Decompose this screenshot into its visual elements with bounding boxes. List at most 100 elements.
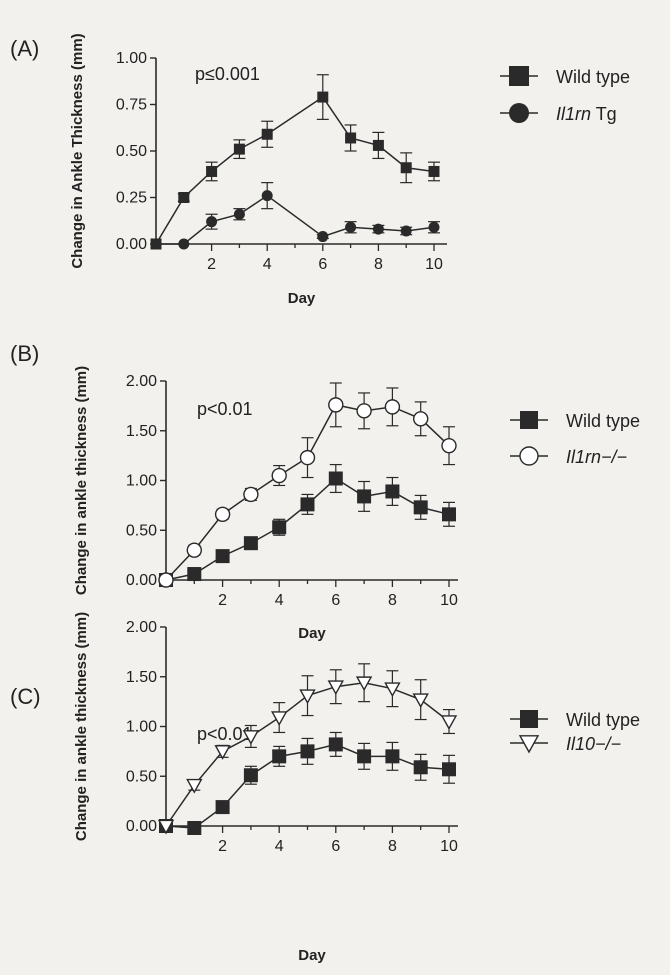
data-point <box>372 223 384 235</box>
data-point <box>317 91 329 103</box>
data-point <box>150 238 162 250</box>
p-value-annotation: p<0.01 <box>197 724 253 744</box>
x-tick-label: 6 <box>331 838 340 855</box>
legend-marker-icon <box>509 66 529 86</box>
legend-label: Il10−/− <box>566 734 621 754</box>
legend-label: Il1rn−/− <box>566 447 627 467</box>
data-point <box>400 225 412 237</box>
data-point <box>440 715 458 730</box>
data-point <box>233 143 245 155</box>
data-point <box>317 231 329 243</box>
data-point <box>441 437 457 454</box>
data-point <box>384 399 401 415</box>
y-tick-label: 0.00 <box>126 818 157 835</box>
series-line <box>156 194 435 245</box>
legend-label-plain: Wild type <box>566 411 640 431</box>
x-tick-label: 2 <box>218 592 227 609</box>
y-tick-label: 0.00 <box>116 236 147 253</box>
y-tick-label: 1.00 <box>116 50 147 67</box>
series-line <box>165 404 450 581</box>
x-tick-label: 6 <box>331 592 340 609</box>
data-point <box>428 165 440 177</box>
series-knockout <box>157 663 458 835</box>
data-point <box>413 500 428 515</box>
legend-label-italic: Il10−/− <box>566 734 621 754</box>
data-point <box>300 744 315 759</box>
series-wild-type <box>159 731 456 835</box>
data-point <box>243 486 259 503</box>
legend-item: Il1rn Tg <box>500 103 617 124</box>
legend-marker-icon <box>519 446 539 466</box>
x-tick-label: 8 <box>374 256 383 273</box>
panel-label: (C) <box>10 684 41 709</box>
legend-item: Il1rn−/− <box>510 446 627 467</box>
data-point <box>187 567 202 582</box>
x-axis-title: Day <box>288 290 316 307</box>
y-tick-label: 0.25 <box>116 190 147 207</box>
legend-label-italic: Il1rn <box>556 104 591 124</box>
legend-marker-icon <box>518 735 540 754</box>
p-value-annotation: p<0.01 <box>197 399 253 419</box>
x-tick-label: 2 <box>207 256 216 273</box>
x-axis-title: Day <box>298 625 326 642</box>
legend-label: Il1rn Tg <box>556 104 617 124</box>
data-point <box>372 139 384 151</box>
legend-item: Wild type <box>510 710 640 730</box>
data-point <box>187 820 202 835</box>
x-tick-label: 4 <box>275 838 284 855</box>
x-tick-label: 10 <box>440 592 458 609</box>
data-point <box>442 507 456 522</box>
data-point <box>300 497 315 512</box>
data-point <box>158 572 174 588</box>
legend-item: Wild type <box>510 411 640 431</box>
data-point <box>413 411 429 427</box>
data-point <box>328 397 344 413</box>
data-point <box>328 737 343 752</box>
series-line <box>155 96 435 245</box>
legend-label: Wild type <box>566 710 640 730</box>
data-point <box>243 768 258 783</box>
data-point <box>345 132 357 144</box>
y-tick-label: 0.50 <box>126 768 157 785</box>
panel-c-chart: (C) p<0.01 0.00 0.50 1.00 1.50 2.00 2 4 6 8 10 Day Ch… <box>10 612 640 964</box>
panel-label: (A) <box>10 36 39 61</box>
legend-label: Wild type <box>556 67 630 87</box>
panel-a-chart: (A) p≤0.001 0.00 0.25 0.50 0.75 1.00 2 4 6 8 10 Day C… <box>10 33 630 307</box>
data-point <box>413 760 428 775</box>
x-tick-label: 10 <box>440 838 458 855</box>
panel-b-chart: (B) p<0.01 0.00 0.50 1.00 1.50 2.00 2 4 6 8 10 Day Ch… <box>10 341 640 642</box>
data-point <box>272 749 287 764</box>
data-point <box>327 680 344 696</box>
x-tick-label: 2 <box>218 838 227 855</box>
data-point <box>385 749 400 764</box>
data-point <box>442 762 456 777</box>
data-point <box>215 800 230 815</box>
x-tick-label: 4 <box>263 256 272 273</box>
series-wild-type <box>159 463 456 587</box>
legend-label-italic: Il1rn−/− <box>566 447 627 467</box>
y-tick-label: 2.00 <box>126 373 157 390</box>
y-tick-label: 0.75 <box>116 97 147 114</box>
data-point <box>214 745 231 760</box>
series-knockout <box>150 182 440 250</box>
legend-label-plain: Wild type <box>556 67 630 87</box>
data-point <box>186 542 203 558</box>
y-axis-title: Change in ankle thickness (mm) <box>73 366 90 595</box>
data-point <box>178 192 190 203</box>
y-axis-title: Change in ankle thickness (mm) <box>73 612 90 841</box>
data-point <box>356 403 372 419</box>
y-tick-label: 1.50 <box>126 423 157 440</box>
series-line <box>165 477 450 581</box>
data-point <box>385 484 400 499</box>
data-point <box>428 221 440 233</box>
legend-item: Il10−/− <box>510 734 621 754</box>
legend-marker-icon <box>520 411 538 429</box>
data-point <box>233 208 245 220</box>
data-point <box>272 520 287 535</box>
x-axis-title: Day <box>298 947 326 964</box>
data-point <box>328 471 343 486</box>
data-point <box>357 749 372 764</box>
data-point <box>243 536 258 551</box>
data-point <box>271 467 287 484</box>
